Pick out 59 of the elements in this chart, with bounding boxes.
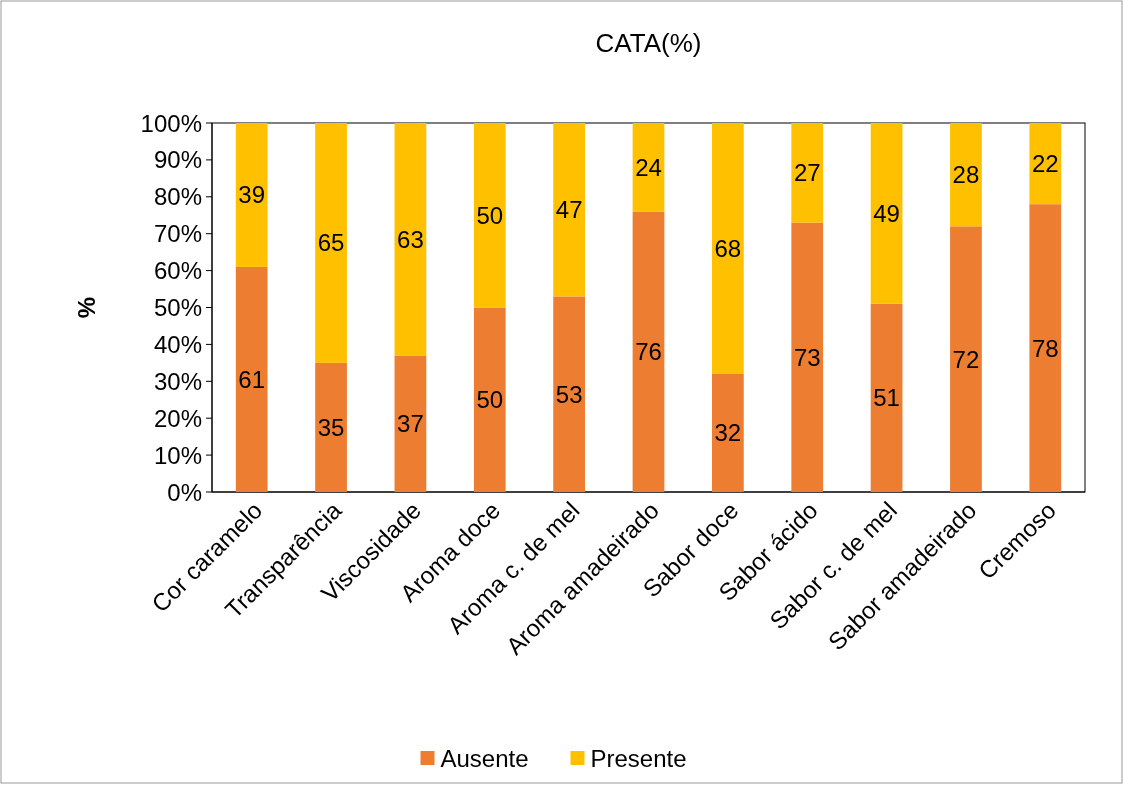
- data-label: 22: [1031, 150, 1059, 178]
- y-tick-label: 20%: [153, 404, 202, 432]
- bar: [553, 296, 586, 492]
- chart-title: CATA(%): [595, 28, 702, 58]
- data-label: 51: [873, 384, 900, 412]
- bar: [473, 307, 506, 492]
- bar: [950, 226, 982, 492]
- bar: [632, 211, 665, 492]
- data-label: 28: [952, 161, 980, 189]
- data-label: 50: [476, 201, 504, 229]
- data-label: 76: [635, 338, 662, 366]
- data-label: 47: [555, 196, 583, 224]
- bar: [235, 266, 268, 492]
- legend-label: Presente: [590, 744, 687, 772]
- data-label: 73: [793, 343, 821, 371]
- bar: [711, 123, 744, 374]
- data-label: 35: [317, 413, 345, 441]
- y-tick-label: 40%: [153, 330, 202, 358]
- data-label: 24: [635, 153, 662, 181]
- y-tick-label: 80%: [153, 183, 202, 211]
- y-tick-label: 0%: [167, 478, 202, 506]
- bar: [711, 373, 744, 492]
- data-label: 63: [397, 225, 424, 253]
- bar: [394, 355, 427, 492]
- legend-label: Ausente: [440, 744, 529, 772]
- y-tick-label: 60%: [153, 257, 202, 285]
- bar: [632, 123, 665, 212]
- data-label: 39: [238, 181, 266, 209]
- bar: [315, 123, 347, 363]
- data-label: 37: [397, 410, 424, 438]
- data-label: 53: [555, 380, 583, 408]
- bar: [473, 123, 506, 308]
- bar: [394, 123, 427, 356]
- data-label: 68: [714, 234, 742, 262]
- bar: [791, 123, 824, 223]
- data-label: 27: [793, 159, 821, 187]
- data-label: 65: [317, 229, 345, 257]
- bar: [870, 123, 903, 304]
- y-tick-label: 30%: [153, 367, 202, 395]
- data-label: 61: [238, 365, 266, 393]
- bar: [553, 123, 586, 297]
- y-tick-label: 70%: [153, 220, 202, 248]
- y-tick-label: 50%: [153, 294, 202, 321]
- data-label: 50: [476, 386, 504, 414]
- data-label: 32: [714, 419, 742, 447]
- y-tick-label: 90%: [153, 146, 202, 174]
- y-tick-label: 10%: [153, 441, 202, 469]
- bar: [950, 123, 982, 227]
- data-label: 78: [1031, 334, 1059, 362]
- bar: [315, 362, 347, 492]
- bar: [791, 222, 824, 492]
- bar: [1029, 204, 1062, 492]
- bar: [1029, 123, 1062, 205]
- bar: [235, 123, 268, 267]
- data-label: 72: [952, 345, 980, 373]
- bar: [870, 303, 903, 492]
- y-tick-label: 100%: [140, 109, 202, 137]
- y-axis-title: %: [73, 296, 100, 319]
- data-label: 49: [873, 199, 900, 227]
